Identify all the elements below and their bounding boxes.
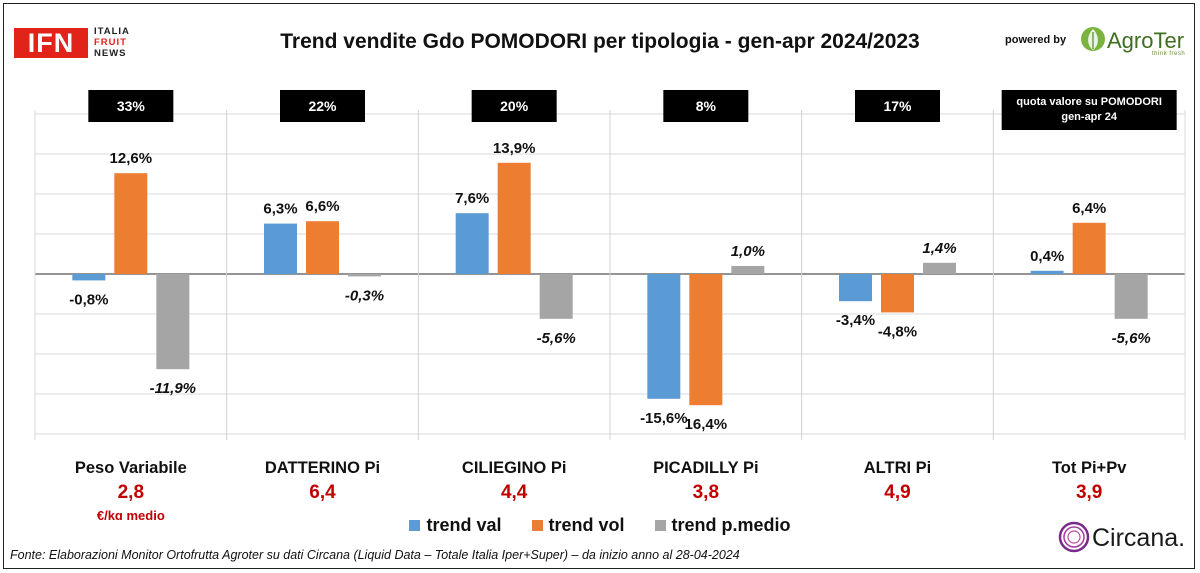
share-box-label: gen-apr 24 (1061, 111, 1118, 123)
circana-logo-icon (1058, 521, 1090, 553)
legend-label-trend-vol: trend vol (548, 515, 625, 535)
bar-trend-p-medio (1114, 274, 1148, 319)
category-label: CILIEGINO Pi (462, 459, 567, 477)
legend-item-trend-vol: trend vol (531, 515, 625, 536)
ifn-logo-mark: IFN (14, 28, 88, 58)
bar-trend-vol (1072, 222, 1106, 274)
data-label: 16,4% (685, 416, 728, 433)
bar-trend-vol (497, 162, 531, 274)
share-box (855, 90, 940, 122)
share-box (471, 90, 557, 122)
data-label: -0,8% (69, 291, 108, 308)
data-label: -5,6% (1112, 330, 1151, 347)
price-label: 4,9 (884, 482, 910, 503)
data-label: 12,6% (110, 150, 153, 167)
agroter-leaf-icon (1081, 27, 1105, 51)
chart-legend: trend val trend vol trend p.medio (0, 515, 1200, 536)
share-box-label: 33% (117, 98, 146, 114)
legend-swatch-trend-pmedio (654, 520, 666, 531)
bar-trend-val (647, 274, 681, 399)
circana-logo: Circana. (1058, 520, 1193, 560)
share-box-label: 17% (883, 98, 912, 114)
share-box (88, 90, 174, 122)
chart-frame (3, 3, 1195, 569)
data-label: -15,6% (640, 410, 688, 427)
data-label: 6,4% (1072, 200, 1106, 217)
share-box-label: quota valore su POMODORI (1016, 96, 1161, 108)
data-label: 7,6% (455, 190, 489, 207)
legend-item-trend-val: trend val (409, 515, 502, 536)
bar-trend-val (455, 213, 489, 274)
category-label: Tot Pi+Pv (1052, 459, 1127, 477)
bar-trend-val (839, 274, 872, 302)
share-box (280, 90, 365, 122)
category-label: ALTRI Pi (864, 459, 932, 477)
legend-swatch-trend-val (409, 520, 421, 531)
data-label: 13,9% (493, 140, 536, 157)
bar-trend-vol (306, 221, 339, 274)
price-label: 4,4 (501, 482, 528, 503)
bar-trend-p-medio (731, 266, 765, 274)
data-label: -11,9% (150, 380, 196, 397)
data-label: -5,6% (537, 330, 576, 347)
ifn-logo-line-2: FRUIT (94, 37, 127, 48)
price-label: 3,8 (693, 482, 719, 503)
chart-title: Trend vendite Gdo POMODORI per tipologia… (280, 30, 920, 53)
data-label: 0,4% (1030, 248, 1064, 265)
bar-trend-p-medio (348, 274, 381, 277)
bar-trend-val (1030, 270, 1064, 274)
agroter-logo: AgroTer think fresh (1080, 24, 1190, 58)
bar-trend-val (72, 274, 106, 281)
legend-label-trend-val: trend val (426, 515, 502, 535)
data-label: 1,0% (731, 243, 765, 260)
bar-trend-p-medio (923, 262, 956, 274)
bar-trend-vol (114, 173, 148, 274)
bar-trend-p-medio (539, 274, 573, 319)
price-label: 6,4 (309, 482, 336, 503)
data-label: 6,6% (305, 198, 339, 215)
price-unit-label: €/kg medio (97, 508, 165, 520)
data-label: 1,4% (922, 240, 956, 257)
ifn-logo-line-3: NEWS (94, 48, 127, 59)
data-label: -0,3% (345, 287, 384, 304)
category-label: PICADILLY Pi (653, 459, 758, 477)
category-label: DATTERINO Pi (265, 459, 380, 477)
powered-by-label: powered by (1005, 34, 1067, 46)
price-label: 3,9 (1076, 482, 1102, 503)
ifn-logo: IFN ITALIA FRUIT NEWS (14, 26, 144, 60)
bar-trend-p-medio (156, 274, 190, 370)
ifn-logo-line-1: ITALIA (94, 26, 130, 37)
bar-trend-val (264, 223, 297, 274)
bar-trend-vol (689, 274, 723, 406)
source-note: Fonte: Elaborazioni Monitor Ortofrutta A… (10, 548, 740, 562)
circana-logo-text: Circana. (1092, 524, 1186, 552)
agroter-tagline: think fresh (1152, 51, 1186, 57)
data-label: -3,4% (836, 312, 875, 329)
category-label: Peso Variabile (75, 459, 187, 477)
bar-trend-vol (881, 274, 914, 313)
legend-label-trend-pmedio: trend p.medio (671, 515, 791, 535)
share-box-label: 20% (500, 98, 529, 114)
share-box-label: 8% (696, 98, 717, 114)
legend-item-trend-pmedio: trend p.medio (654, 515, 791, 536)
data-label: -4,8% (878, 323, 917, 340)
bar-chart: 33% -0,8% 12,6% -11,9% Peso Variabile 2,8 €/kg… (34, 90, 1186, 520)
price-label: 2,8 (118, 482, 144, 503)
share-box (663, 90, 749, 122)
share-box (1001, 90, 1177, 130)
legend-swatch-trend-vol (531, 520, 543, 531)
data-label: 6,3% (263, 201, 297, 218)
share-box-label: 22% (308, 98, 337, 114)
agroter-logo-text: AgroTer (1107, 28, 1185, 53)
